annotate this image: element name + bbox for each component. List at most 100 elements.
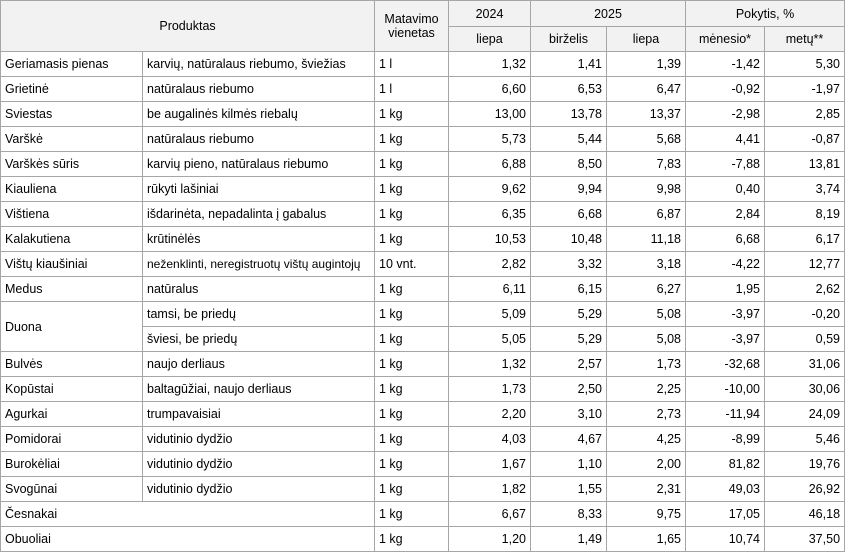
change-month: -3,97 bbox=[685, 301, 765, 327]
unit: 1 l bbox=[374, 76, 449, 102]
unit: 1 kg bbox=[374, 326, 449, 352]
unit: 1 kg bbox=[374, 401, 449, 427]
price-2025-june: 5,29 bbox=[530, 301, 607, 327]
product-desc: vidutinio dydžio bbox=[142, 451, 375, 477]
change-month: -10,00 bbox=[685, 376, 765, 402]
price-2025-june: 5,29 bbox=[530, 326, 607, 352]
price-2025-june: 1,10 bbox=[530, 451, 607, 477]
price-2024-july: 9,62 bbox=[448, 176, 531, 202]
table-row: Obuoliai 1 kg 1,20 1,49 1,65 10,74 37,50 bbox=[0, 526, 845, 552]
change-year: 13,81 bbox=[763, 151, 845, 177]
table-row: Medus natūralus 1 kg 6,11 6,15 6,27 1,95 2,62 bbox=[0, 276, 845, 302]
price-2025-july: 7,83 bbox=[606, 151, 686, 177]
unit: 1 kg bbox=[374, 276, 449, 302]
unit: 1 kg bbox=[374, 526, 449, 552]
table-row: Svogūnai vidutinio dydžio 1 kg 1,82 1,55 2,31… bbox=[0, 476, 845, 502]
price-2025-july: 5,08 bbox=[606, 301, 686, 327]
price-2024-july: 5,73 bbox=[448, 126, 531, 152]
product-name: Pomidorai bbox=[0, 426, 143, 452]
change-year: 26,92 bbox=[763, 476, 845, 502]
product-desc: išdarinėta, nepadalinta į gabalus bbox=[142, 201, 375, 227]
product-name: Bulvės bbox=[0, 351, 143, 377]
price-2025-july: 1,65 bbox=[606, 526, 686, 552]
product-name: Medus bbox=[0, 276, 143, 302]
product-desc: natūralaus riebumo bbox=[142, 126, 375, 152]
header-unit-line2: vienetas bbox=[388, 26, 435, 40]
product-desc: neženklinti, neregistruotų vištų auginto… bbox=[142, 251, 375, 277]
change-month: -2,98 bbox=[685, 101, 765, 127]
change-month: -4,22 bbox=[685, 251, 765, 277]
product-desc: karvių, natūralaus riebumo, šviežias bbox=[142, 51, 375, 77]
price-2025-june: 2,50 bbox=[530, 376, 607, 402]
price-2025-june: 5,44 bbox=[530, 126, 607, 152]
table-row: Grietinė natūralaus riebumo 1 l 6,60 6,53 6,4… bbox=[0, 76, 845, 102]
price-2024-july: 1,20 bbox=[448, 526, 531, 552]
change-year: 0,59 bbox=[763, 326, 845, 352]
table-row: Varškės sūris karvių pieno, natūralaus ri… bbox=[0, 151, 845, 177]
change-month: -8,99 bbox=[685, 426, 765, 452]
change-month: -32,68 bbox=[685, 351, 765, 377]
price-2025-june: 9,94 bbox=[530, 176, 607, 202]
price-2024-july: 6,88 bbox=[448, 151, 531, 177]
product-name: Kalakutiena bbox=[0, 226, 143, 252]
change-month: -1,42 bbox=[685, 51, 765, 77]
unit: 1 kg bbox=[374, 201, 449, 227]
price-2025-july: 1,73 bbox=[606, 351, 686, 377]
change-year: -0,20 bbox=[763, 301, 845, 327]
header-change: Pokytis, % bbox=[684, 0, 845, 27]
price-2024-july: 13,00 bbox=[448, 101, 531, 127]
unit: 1 l bbox=[374, 51, 449, 77]
product-name: Svogūnai bbox=[0, 476, 143, 502]
price-2025-june: 13,78 bbox=[530, 101, 607, 127]
unit: 10 vnt. bbox=[374, 251, 449, 277]
product-name: Česnakai bbox=[0, 501, 375, 527]
change-year: 31,06 bbox=[763, 351, 845, 377]
price-2024-july: 5,05 bbox=[448, 326, 531, 352]
change-month: 6,68 bbox=[685, 226, 765, 252]
table-row: Sviestas be augalinės kilmės riebalų 1 kg 1… bbox=[0, 101, 845, 127]
price-2025-july: 3,18 bbox=[606, 251, 686, 277]
product-name: Varškė bbox=[0, 126, 143, 152]
table-row: Geriamasis pienas karvių, natūralaus rieb… bbox=[0, 51, 845, 77]
price-2024-july: 1,67 bbox=[448, 451, 531, 477]
price-2025-july: 2,31 bbox=[606, 476, 686, 502]
product-name: Kiauliena bbox=[0, 176, 143, 202]
price-2025-july: 1,39 bbox=[606, 51, 686, 77]
header-year-2025: 2025 bbox=[530, 0, 686, 27]
table-row: Kalakutiena krūtinėlės 1 kg 10,53 10,48 11,18… bbox=[0, 226, 845, 252]
price-2025-june: 8,50 bbox=[530, 151, 607, 177]
price-2025-june: 4,67 bbox=[530, 426, 607, 452]
unit: 1 kg bbox=[374, 501, 449, 527]
table-row: Varškė natūralaus riebumo 1 kg 5,73 5,44 5,68… bbox=[0, 126, 845, 152]
unit: 1 kg bbox=[374, 101, 449, 127]
change-year: 5,30 bbox=[763, 51, 845, 77]
unit: 1 kg bbox=[374, 176, 449, 202]
unit: 1 kg bbox=[374, 126, 449, 152]
price-2024-july: 2,20 bbox=[448, 401, 531, 427]
unit: 1 kg bbox=[374, 376, 449, 402]
change-month: 4,41 bbox=[685, 126, 765, 152]
header-unit: Matavimo vienetas bbox=[374, 0, 449, 52]
price-2024-july: 6,11 bbox=[448, 276, 531, 302]
price-2024-july: 6,67 bbox=[448, 501, 531, 527]
change-year: 37,50 bbox=[763, 526, 845, 552]
unit: 1 kg bbox=[374, 301, 449, 327]
header-2025-july: liepa bbox=[606, 26, 686, 52]
product-name: Burokėliai bbox=[0, 451, 143, 477]
price-2025-july: 11,18 bbox=[606, 226, 686, 252]
product-desc: tamsi, be priedų bbox=[142, 301, 375, 327]
product-name: Grietinė bbox=[0, 76, 143, 102]
price-2024-july: 1,82 bbox=[448, 476, 531, 502]
product-desc: šviesi, be priedų bbox=[142, 326, 375, 352]
price-2024-july: 1,32 bbox=[448, 351, 531, 377]
change-month: -0,92 bbox=[685, 76, 765, 102]
product-desc: vidutinio dydžio bbox=[142, 426, 375, 452]
change-month: 17,05 bbox=[685, 501, 765, 527]
price-2025-june: 10,48 bbox=[530, 226, 607, 252]
change-year: 6,17 bbox=[763, 226, 845, 252]
change-year: 12,77 bbox=[763, 251, 845, 277]
table-row: Vištų kiaušiniai neženklinti, neregistruo… bbox=[0, 251, 845, 277]
product-desc: natūralaus riebumo bbox=[142, 76, 375, 102]
product-name: Agurkai bbox=[0, 401, 143, 427]
